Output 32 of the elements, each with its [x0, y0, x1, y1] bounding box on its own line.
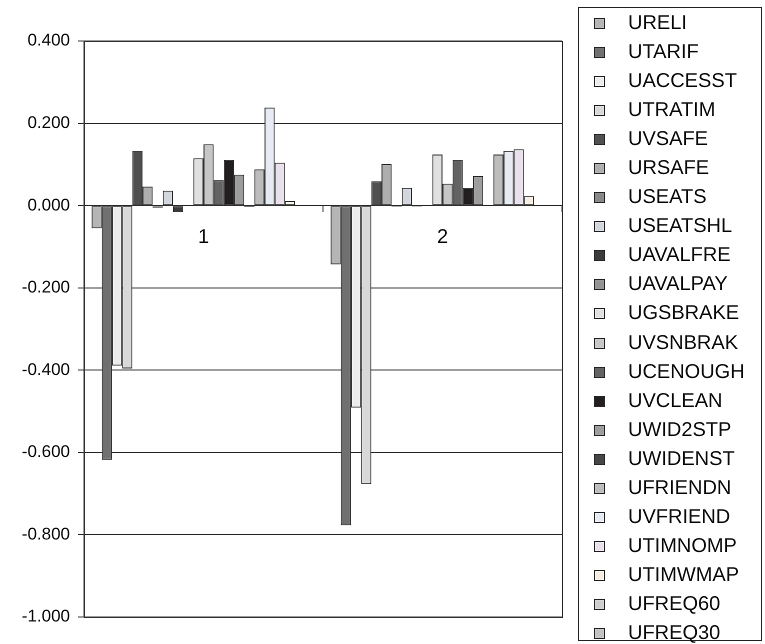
legend-label: USEATSHL [628, 215, 732, 238]
y-tick-label: -0.200 [22, 278, 70, 297]
y-tick-label: -0.800 [22, 524, 70, 544]
legend-label: UTRATIM [628, 99, 716, 122]
legend-label: UFREQ60 [628, 592, 720, 616]
y-tick-label: -0.600 [22, 442, 70, 462]
legend-label: UACCESST [628, 70, 737, 94]
legend-label: UTIMWMAP [628, 564, 740, 587]
legend-label: UWID2STP [628, 418, 732, 442]
y-tick-label: 0.400 [27, 30, 70, 50]
legend-label: UVCLEAN [628, 390, 722, 413]
legend-label: UWIDENST [628, 448, 735, 471]
legend-label: USEATS [628, 186, 707, 210]
legend-label: UAVALPAY [628, 273, 728, 296]
legend-label: UFRIENDN [628, 476, 732, 500]
y-tick-label: 0.000 [27, 195, 70, 214]
legend-label: UTIMNOMP [628, 534, 737, 558]
legend-label: UTARIF [628, 41, 699, 64]
legend-label: URSAFE [628, 157, 710, 180]
legend-label: UGSBRAKE [628, 302, 740, 326]
x-tick-label: 2 [436, 226, 448, 248]
y-tick-label: -1.000 [22, 606, 70, 626]
legend-label: URELI [628, 12, 687, 36]
legend-label: UFREQ30 [628, 622, 720, 644]
legend-label: UVSNBRAK [628, 332, 738, 355]
x-tick-label: 1 [198, 226, 210, 248]
legend-label: UAVALFRE [628, 244, 731, 268]
y-tick-label: 0.200 [27, 112, 70, 132]
legend-label: UVFRIEND [628, 506, 730, 529]
y-tick-label: -0.400 [22, 360, 70, 379]
legend-label: UCENOUGH [628, 360, 745, 384]
legend-label: UVSAFE [628, 128, 708, 152]
